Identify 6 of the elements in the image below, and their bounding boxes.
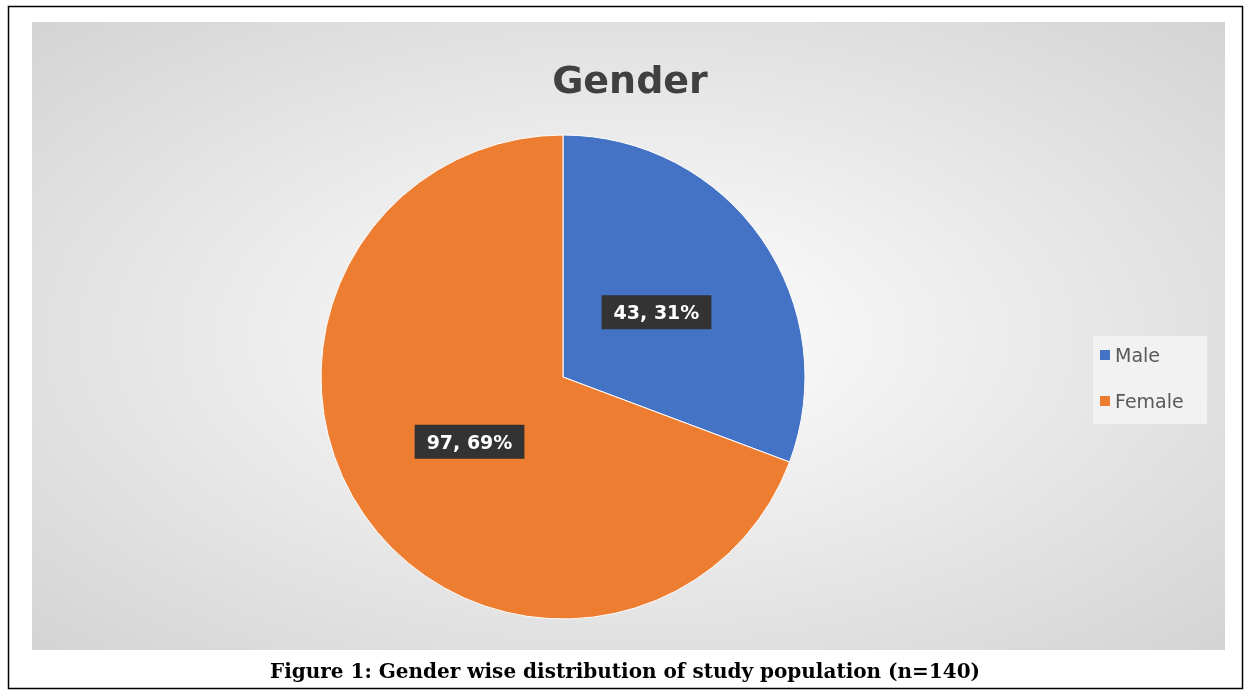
data-label: 43, 31% [613,301,700,324]
legend-label: Female [1115,390,1184,412]
caption: Figure 1: Gender wise distribution of study population (n=140) [269,659,981,683]
data-label: 97, 69% [426,430,513,453]
legend-label: Male [1115,344,1161,366]
chart-title: Gender [552,58,709,102]
